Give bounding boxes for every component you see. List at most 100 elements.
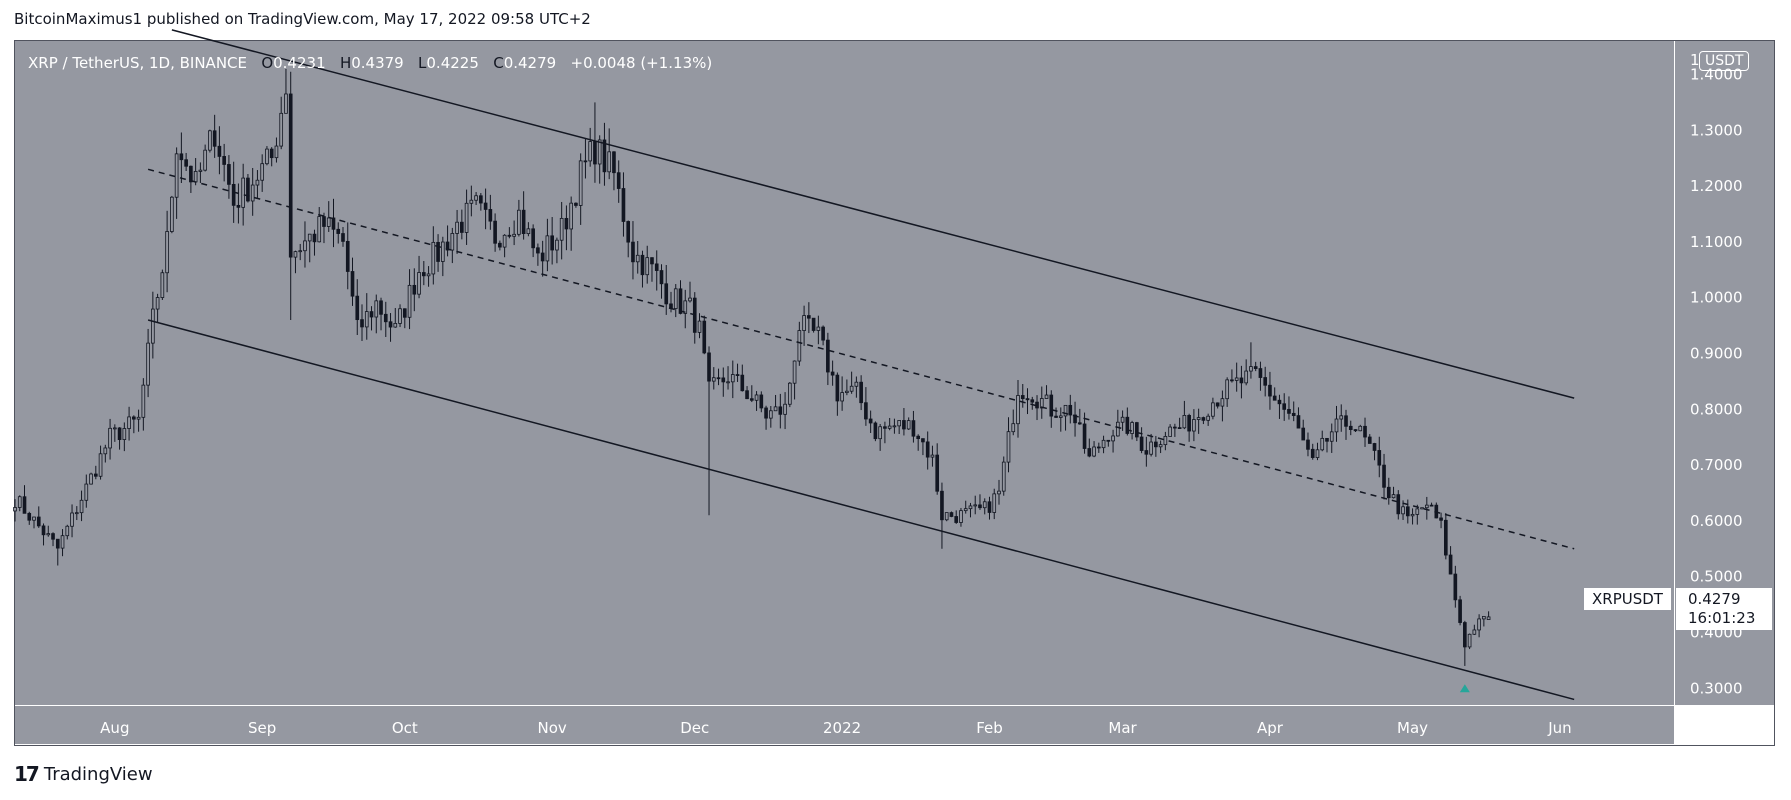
candle-body — [1325, 437, 1329, 442]
candle-body — [840, 392, 844, 402]
candle-body — [982, 501, 987, 509]
candle-body — [1486, 616, 1491, 620]
candle-body — [455, 221, 459, 234]
candle-body — [1453, 573, 1458, 601]
footer-branding[interactable]: 17 TradingView — [14, 762, 153, 786]
candle-body — [284, 93, 288, 114]
candle-body — [369, 311, 374, 318]
candle-body — [1239, 377, 1244, 384]
candle-body — [583, 160, 588, 163]
candle-body — [1282, 403, 1287, 410]
candle-body — [231, 183, 236, 206]
candle-body — [1291, 412, 1296, 417]
candle-body — [350, 271, 355, 297]
candle-body — [1187, 415, 1191, 432]
candle-body — [502, 234, 507, 248]
trendline-lower[interactable] — [147, 319, 1575, 701]
candle-body — [1001, 461, 1006, 492]
candle-body — [151, 308, 155, 344]
candle-body — [1011, 423, 1016, 433]
candle-body — [1116, 421, 1120, 437]
candle-body — [1415, 508, 1420, 515]
x-tick-label: Jun — [1547, 719, 1571, 737]
candle-body — [1215, 402, 1220, 407]
y-axis-ticks: 0.30000.40000.50000.60000.70000.80000.90… — [1690, 65, 1743, 697]
candle-body — [536, 247, 540, 254]
candle-body — [165, 231, 169, 274]
candle-body — [1139, 436, 1144, 451]
candle-body — [597, 139, 602, 165]
candle-body — [336, 228, 341, 234]
candle-body — [1211, 402, 1215, 417]
candle-body — [417, 272, 421, 295]
candle-body — [507, 234, 512, 237]
candle-body — [716, 377, 721, 380]
candle-body — [1410, 513, 1415, 517]
candle-body — [526, 228, 531, 235]
candle-body — [788, 382, 792, 405]
candle-body — [540, 252, 545, 262]
trendline-middle[interactable] — [147, 168, 1575, 550]
candle-body — [925, 441, 930, 458]
candle-body — [174, 153, 179, 198]
candle-body — [897, 420, 901, 427]
candle-body — [360, 319, 364, 328]
candle-body — [740, 374, 745, 392]
candle-body — [902, 420, 906, 430]
x-tick-label: May — [1397, 719, 1428, 737]
candle-body — [307, 233, 312, 242]
candle-body — [1363, 425, 1367, 438]
candle-body — [1058, 415, 1063, 418]
candle-body — [1154, 441, 1158, 448]
time-axis[interactable] — [15, 706, 1674, 744]
y-tick-label: 1.2000 — [1690, 177, 1743, 195]
legend-high-value: 0.4379 — [351, 54, 404, 72]
candle-body — [602, 139, 607, 173]
candle-body — [635, 254, 640, 263]
candle-body — [1249, 366, 1253, 372]
candle-body — [79, 499, 84, 514]
candle-body — [436, 241, 440, 262]
candle-body — [792, 360, 797, 384]
candle-body — [1396, 494, 1401, 515]
candle-body — [826, 339, 830, 373]
candle-body — [1344, 415, 1348, 427]
candle-body — [797, 330, 802, 362]
candle-body — [678, 288, 683, 314]
candle-body — [298, 250, 303, 253]
candle-body — [303, 240, 307, 252]
candles-group — [13, 68, 1491, 666]
candle-body — [493, 220, 497, 244]
y-tick-label: 1.4000 — [1690, 65, 1743, 83]
candle-body — [488, 209, 493, 222]
currency-button[interactable]: USDT — [1699, 51, 1750, 71]
candle-body — [773, 406, 778, 412]
y-tick-label: 1.3000 — [1690, 121, 1743, 139]
candle-body — [1268, 384, 1272, 397]
candle-body — [735, 374, 740, 376]
trendline-upper[interactable] — [171, 29, 1575, 399]
candle-body — [673, 288, 678, 309]
candle-body — [122, 428, 127, 440]
candle-body — [127, 416, 131, 429]
candle-body — [70, 512, 74, 527]
candle-body — [593, 141, 597, 165]
candle-body — [768, 410, 773, 419]
candle-body — [1225, 379, 1229, 400]
candle-body — [1201, 417, 1206, 421]
candle-body — [911, 420, 916, 437]
candle-body — [711, 377, 716, 382]
candle-body — [98, 453, 103, 477]
candle-body — [136, 416, 141, 420]
x-axis-ticks: Aug Sep Oct Nov Dec 2022 Feb Mar Apr May Jun — [100, 719, 1571, 737]
publisher-header: BitcoinMaximus1 published on TradingView… — [14, 10, 591, 28]
x-tick-label: Feb — [976, 719, 1003, 737]
candle-body — [250, 184, 255, 202]
candle-body — [469, 199, 474, 204]
candle-body — [1296, 415, 1301, 429]
x-tick-label: Nov — [538, 719, 567, 737]
candle-body — [1339, 415, 1344, 420]
candle-body — [883, 426, 887, 429]
trendlines-group — [147, 29, 1575, 701]
